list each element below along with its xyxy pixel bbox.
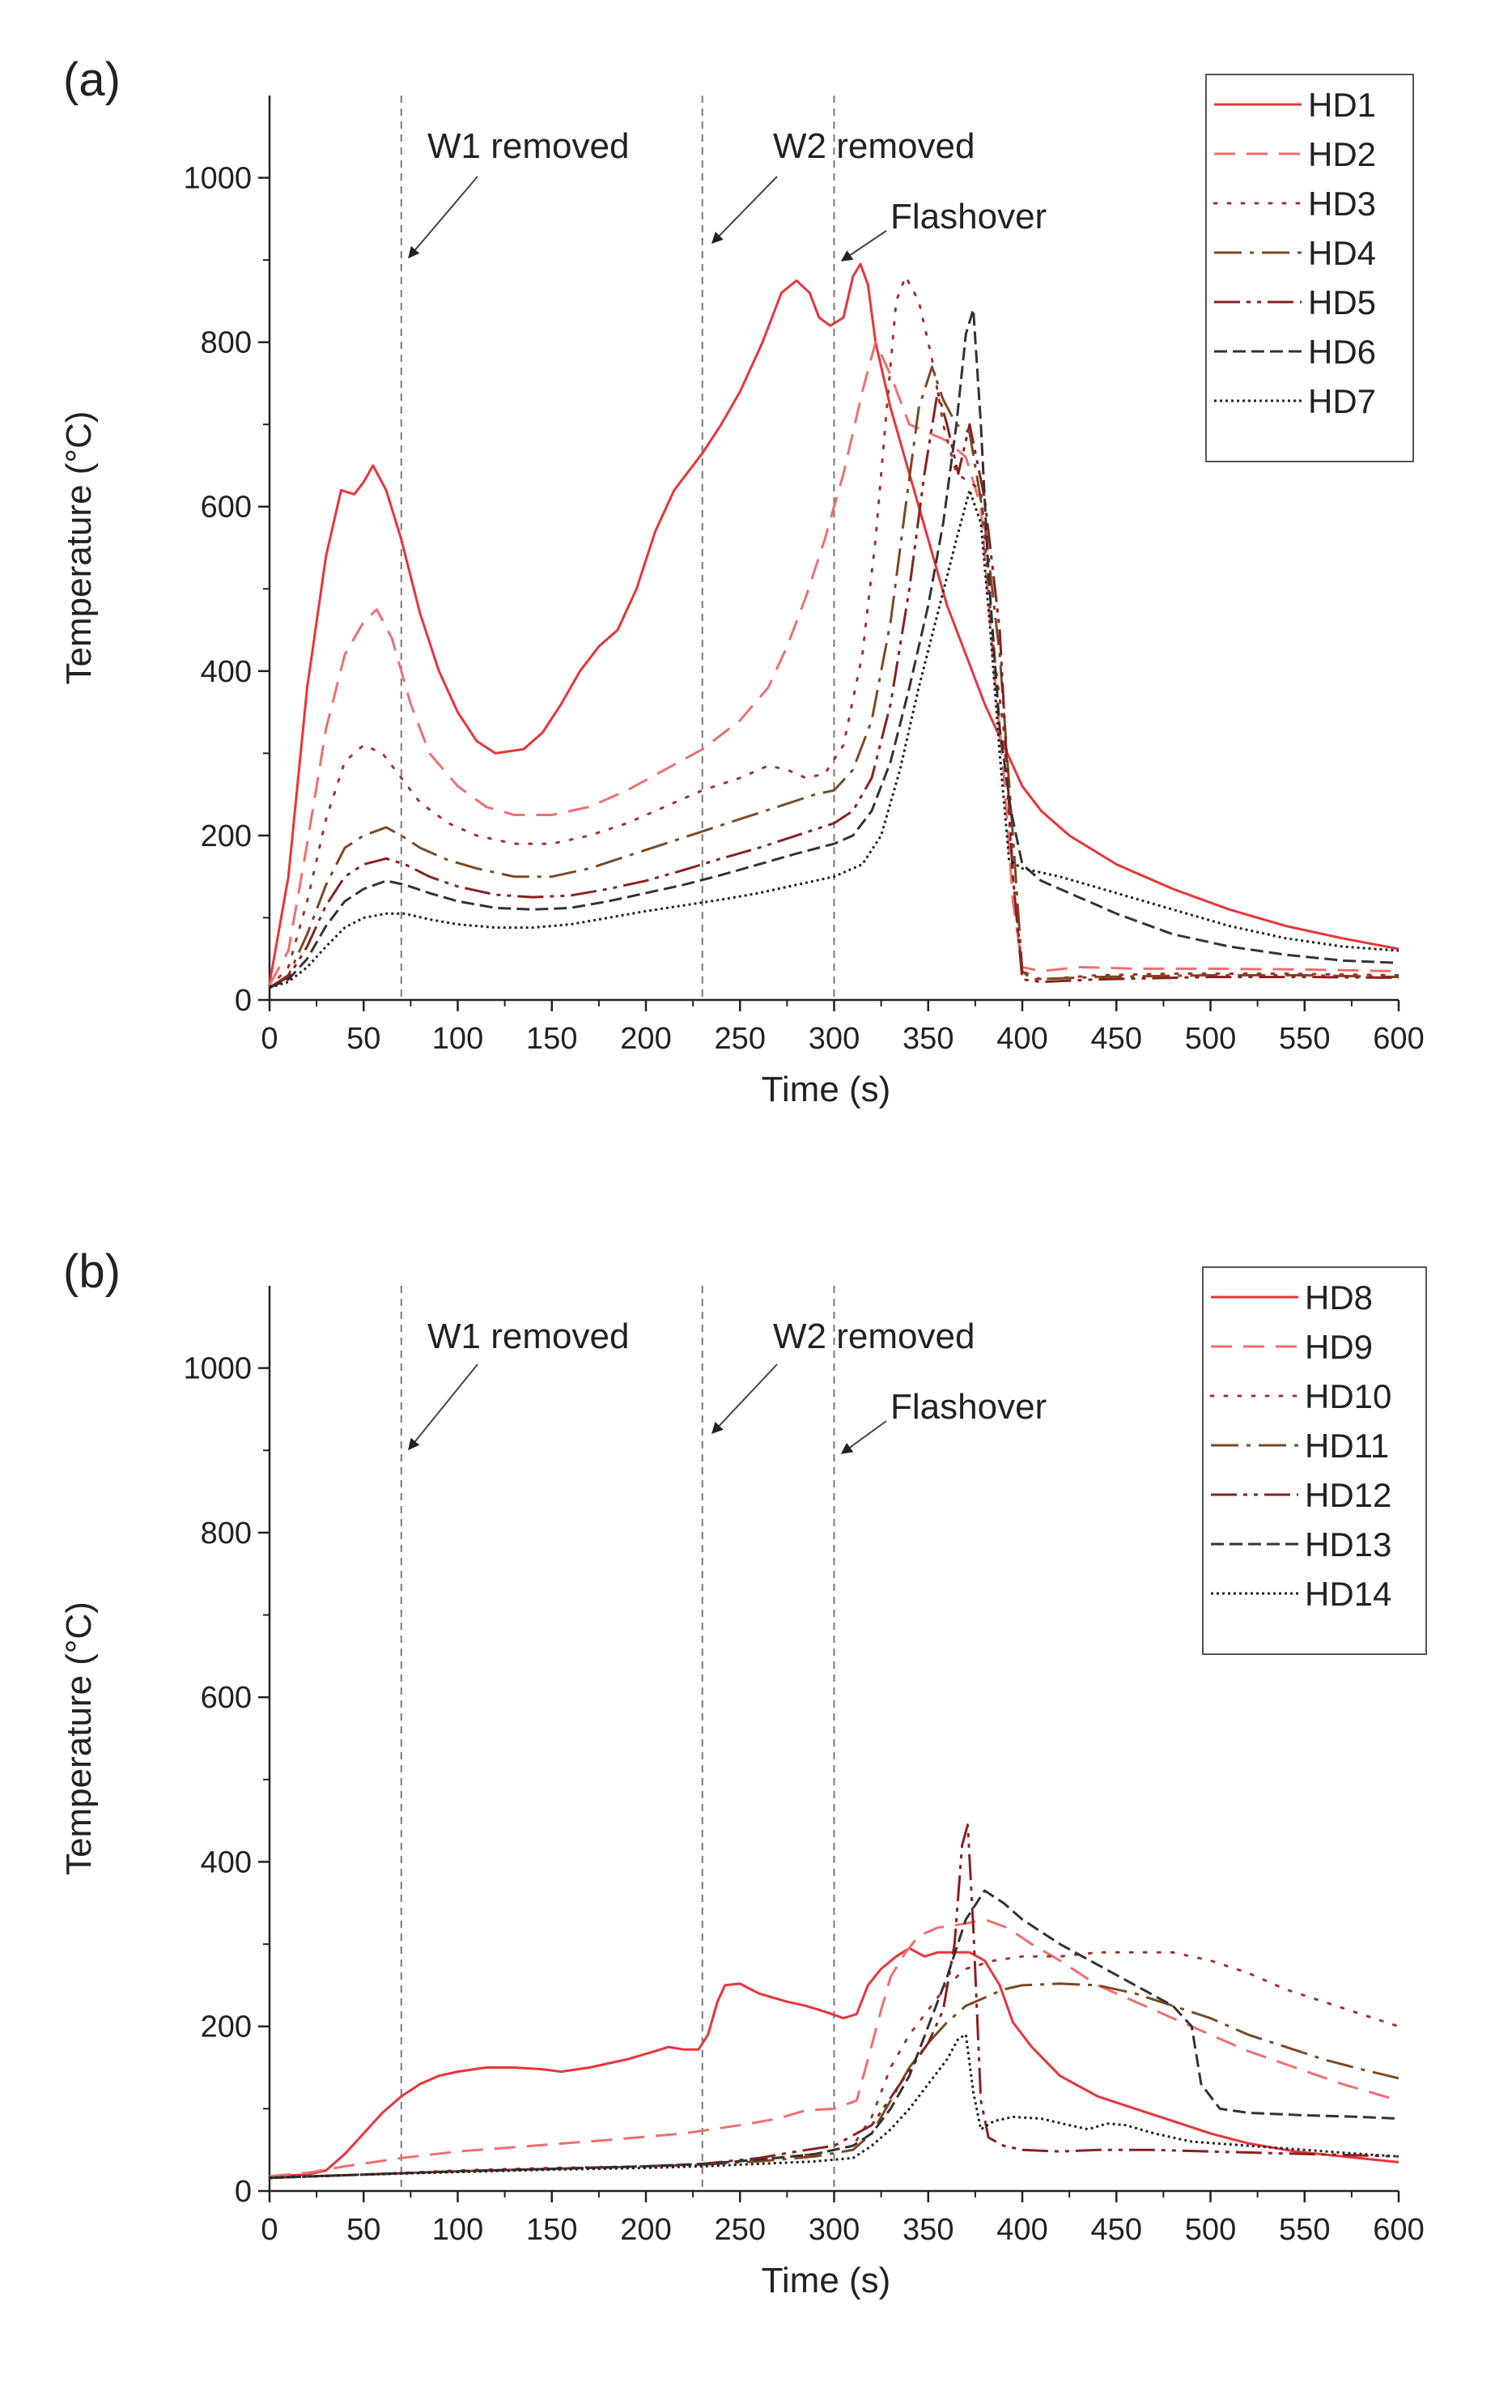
y-tick-label: 400 bbox=[201, 1845, 252, 1879]
axes: 0 50 100 150 200 250 300 350 400 450 500 550 600 0 200… bbox=[183, 96, 1425, 1056]
x-tick-label: 50 bbox=[346, 1022, 380, 1056]
x-tick-label: 150 bbox=[526, 1022, 577, 1056]
x-tick-label: 150 bbox=[526, 2213, 577, 2247]
legend-entry-label: HD1 bbox=[1308, 86, 1376, 124]
x-tick-label: 300 bbox=[809, 2213, 860, 2247]
annotation-label: W1 removed bbox=[427, 1317, 629, 1356]
y-tick-label: 0 bbox=[235, 2175, 252, 2209]
panel-label: (b) bbox=[63, 1245, 121, 1298]
x-tick-label: 550 bbox=[1279, 1022, 1330, 1056]
x-tick-label: 0 bbox=[261, 1022, 278, 1056]
legend-entry-label: HD2 bbox=[1308, 135, 1376, 173]
x-tick-label: 450 bbox=[1091, 1022, 1142, 1056]
series-line-hd11 bbox=[269, 1982, 1399, 2180]
legend-entry-label: HD6 bbox=[1308, 333, 1376, 371]
y-axis-label: Temperature (°C) bbox=[59, 411, 99, 685]
x-axis-label: Time (s) bbox=[762, 2261, 891, 2300]
annotation-arrow bbox=[408, 1364, 478, 1451]
x-tick-label: 100 bbox=[432, 1022, 483, 1056]
annotation-arrow bbox=[840, 1420, 887, 1454]
legend-box bbox=[1202, 1266, 1427, 1655]
legend-box bbox=[1205, 74, 1414, 462]
legend: HD1 HD2 HD3 HD4 HD5 HD6 HD7 bbox=[1205, 74, 1414, 462]
annotation-label: W1 removed bbox=[427, 126, 629, 166]
y-tick-label: 800 bbox=[201, 326, 252, 360]
annotation-label: Flashover bbox=[890, 1387, 1047, 1427]
legend-entry-label: HD4 bbox=[1308, 234, 1376, 272]
series-line-hd5 bbox=[269, 390, 1399, 989]
y-tick-label: 600 bbox=[201, 491, 252, 525]
series-lines bbox=[268, 1823, 1400, 2180]
x-tick-label: 350 bbox=[903, 2213, 953, 2247]
legend-entry-label: HD8 bbox=[1305, 1278, 1373, 1317]
series-line-hd8 bbox=[269, 1946, 1399, 2178]
series-line-hd9 bbox=[269, 1918, 1399, 2178]
legend-entry-label: HD11 bbox=[1305, 1427, 1389, 1465]
series-lines bbox=[268, 262, 1400, 989]
series-line-hd13 bbox=[269, 1889, 1399, 2180]
legend-entry-label: HD12 bbox=[1305, 1476, 1391, 1514]
legend-entry-label: HD9 bbox=[1305, 1328, 1373, 1366]
series-line-hd4 bbox=[269, 365, 1399, 989]
x-tick-label: 50 bbox=[346, 2213, 380, 2247]
x-tick-label: 500 bbox=[1185, 1022, 1236, 1056]
y-tick-label: 200 bbox=[201, 819, 252, 853]
x-tick-label: 250 bbox=[715, 1022, 766, 1056]
chart-panel-a: (a)0 50 100 150 200 250 300 350 400 450 500 550 6000… bbox=[59, 53, 1425, 1109]
x-tick-label: 600 bbox=[1373, 2213, 1424, 2247]
x-tick-label: 500 bbox=[1185, 2213, 1236, 2247]
y-tick-label: 200 bbox=[201, 2010, 252, 2044]
x-tick-label: 350 bbox=[903, 1022, 953, 1056]
legend-entry-label: HD3 bbox=[1308, 185, 1376, 223]
annotation-arrow bbox=[711, 176, 778, 245]
panel-label: (a) bbox=[63, 53, 121, 106]
annotation-label: W2 removed bbox=[773, 1317, 975, 1356]
legend-entry-label: HD13 bbox=[1305, 1525, 1391, 1563]
x-tick-label: 450 bbox=[1091, 2213, 1142, 2247]
series-line-hd2 bbox=[268, 341, 1399, 986]
x-tick-label: 400 bbox=[996, 1022, 1047, 1056]
event-annotations: W1 removed W2 removed Flashover bbox=[400, 96, 1047, 1000]
y-tick-label: 0 bbox=[235, 984, 252, 1018]
x-tick-label: 250 bbox=[715, 2213, 766, 2247]
y-tick-label: 1000 bbox=[183, 1352, 252, 1386]
y-tick-label: 400 bbox=[201, 655, 252, 689]
x-tick-label: 300 bbox=[809, 1022, 860, 1056]
legend-entry-label: HD14 bbox=[1305, 1575, 1391, 1613]
annotation-label: Flashover bbox=[890, 197, 1047, 236]
annotation-arrow bbox=[711, 1364, 778, 1435]
series-line-hd6 bbox=[269, 308, 1399, 989]
x-tick-label: 200 bbox=[620, 1022, 671, 1056]
series-line-hd7 bbox=[269, 488, 1399, 989]
x-tick-label: 400 bbox=[996, 2213, 1047, 2247]
y-tick-label: 1000 bbox=[183, 162, 252, 196]
annotation-arrow bbox=[408, 176, 478, 259]
x-tick-label: 200 bbox=[620, 2213, 671, 2247]
event-annotations: W1 removed W2 removed Flashover bbox=[400, 1286, 1047, 2191]
x-tick-label: 600 bbox=[1373, 1022, 1424, 1056]
x-tick-label: 550 bbox=[1279, 2213, 1330, 2247]
x-tick-label: 100 bbox=[432, 2213, 483, 2247]
x-axis-label: Time (s) bbox=[762, 1070, 891, 1109]
series-line-hd14 bbox=[269, 2033, 1399, 2180]
annotation-label: W2 removed bbox=[773, 126, 975, 166]
axes: 0 50 100 150 200 250 300 350 400 450 500 550 600 0 200… bbox=[183, 1286, 1425, 2247]
legend-entry-label: HD10 bbox=[1305, 1377, 1391, 1415]
x-tick-label: 0 bbox=[261, 2213, 278, 2247]
y-tick-label: 800 bbox=[201, 1517, 252, 1551]
legend-entry-label: HD7 bbox=[1308, 382, 1376, 420]
legend: HD8 HD9 HD10 HD11 HD12 HD13 HD14 bbox=[1202, 1266, 1427, 1655]
y-tick-label: 600 bbox=[201, 1681, 252, 1715]
y-axis-label: Temperature (°C) bbox=[59, 1602, 99, 1875]
series-line-hd3 bbox=[268, 274, 1400, 989]
annotation-arrow bbox=[840, 230, 887, 262]
chart-panel-b: (b)0 50 100 150 200 250 300 350 400 450 500 550 6000… bbox=[59, 1245, 1427, 2300]
legend-entry-label: HD5 bbox=[1308, 283, 1376, 321]
